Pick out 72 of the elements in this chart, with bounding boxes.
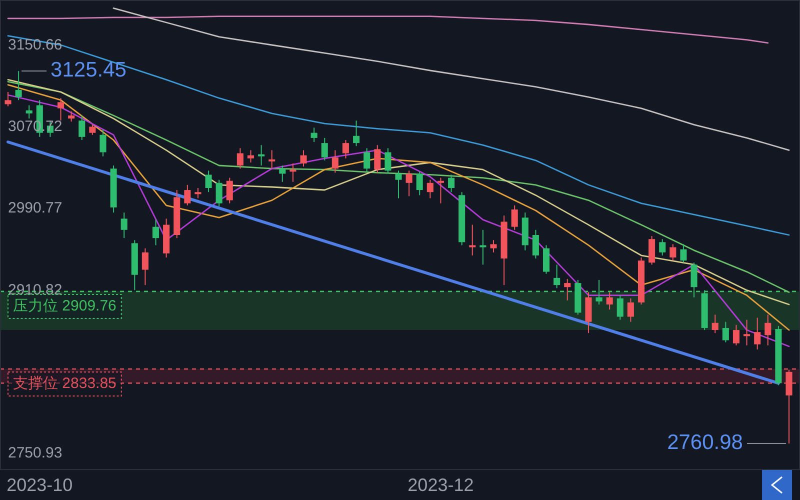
ref-line-label: 支撑位 2833.85 xyxy=(13,374,116,392)
y-tick-label: 2750.93 xyxy=(8,444,62,462)
x-tick-label: 2023-10 xyxy=(6,474,73,495)
candlestick xyxy=(511,204,518,230)
candlestick xyxy=(216,179,222,207)
candlestick xyxy=(353,120,360,147)
candlestick xyxy=(58,98,64,122)
annotation: 2760.98 xyxy=(667,431,743,454)
candlestick xyxy=(764,314,772,346)
candlestick xyxy=(290,162,296,182)
candlestick xyxy=(469,224,476,256)
ref-line-label: 压力位 2909.76 xyxy=(13,297,116,314)
candlestick xyxy=(395,170,402,199)
y-tick-label: 3150.66 xyxy=(8,36,62,54)
candlestick xyxy=(100,129,106,157)
candlestick xyxy=(78,114,86,140)
candlestick xyxy=(332,150,338,174)
line-series xyxy=(7,35,790,236)
candlestick xyxy=(205,170,212,193)
candlestick xyxy=(712,314,718,334)
candlestick xyxy=(732,324,740,346)
candlestick xyxy=(384,148,392,174)
candlestick xyxy=(616,294,624,320)
candlestick xyxy=(426,179,434,199)
annotation: 3125.45 xyxy=(50,58,126,82)
candlestick xyxy=(596,279,602,305)
candlestick xyxy=(786,369,792,444)
candlestick xyxy=(564,278,571,301)
candlestick xyxy=(690,262,698,298)
candlestick xyxy=(4,91,12,107)
candlestick xyxy=(754,317,761,350)
candlestick xyxy=(722,321,729,343)
candlestick xyxy=(437,177,444,204)
candlestick xyxy=(416,171,423,196)
y-tick-label: 2990.77 xyxy=(8,200,62,217)
candlestick xyxy=(480,229,486,266)
candlestick xyxy=(648,236,656,266)
candlestick xyxy=(342,139,349,159)
candlestick xyxy=(744,319,750,346)
candlestick xyxy=(247,150,254,163)
candlestick xyxy=(406,170,412,197)
candlestick xyxy=(26,104,32,120)
candlestick xyxy=(310,127,318,143)
candlestick xyxy=(300,150,307,168)
candlestick xyxy=(15,70,22,101)
candlestick xyxy=(627,298,634,322)
candlestick xyxy=(606,292,613,310)
candlestick xyxy=(120,212,128,239)
candlestick xyxy=(279,165,286,182)
candlestick xyxy=(554,264,560,289)
candlestick xyxy=(68,110,75,122)
candlestick xyxy=(670,244,676,262)
candlestick xyxy=(490,240,497,253)
candlestick xyxy=(194,188,202,199)
candlestick xyxy=(364,148,370,172)
candlestick xyxy=(152,219,160,246)
candlestick xyxy=(374,144,381,174)
candlestick xyxy=(236,148,244,170)
candlestick xyxy=(321,137,328,161)
candlestick xyxy=(142,248,148,286)
candlestick xyxy=(258,144,265,166)
candlestick xyxy=(448,174,455,193)
candlestick xyxy=(268,150,276,170)
candlestick xyxy=(532,229,539,259)
candlestick xyxy=(659,238,666,256)
candlestick xyxy=(184,184,191,206)
candlestick xyxy=(226,177,233,204)
y-tick-label: 2910.82 xyxy=(8,281,62,298)
candlestick xyxy=(542,244,550,274)
candlestick xyxy=(680,244,687,264)
x-tick-label: 2023-12 xyxy=(408,474,474,495)
candlestick xyxy=(89,124,96,136)
